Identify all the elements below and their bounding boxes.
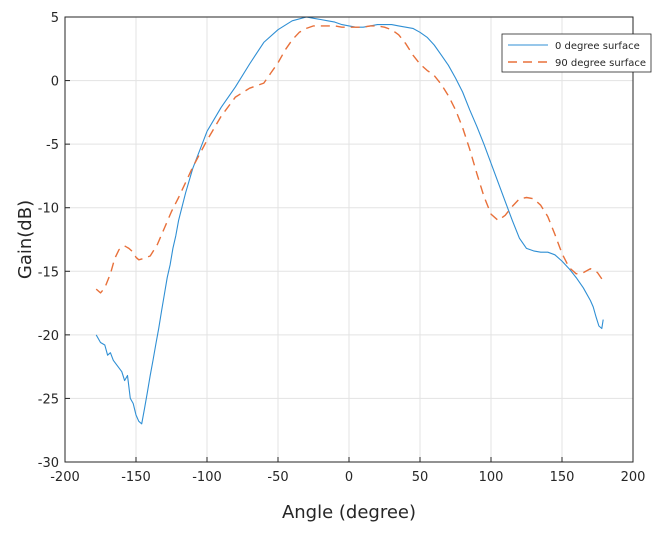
x-tick-label: -50 bbox=[267, 470, 288, 485]
y-tick-label: -30 bbox=[38, 456, 59, 471]
y-tick-label: -25 bbox=[38, 392, 59, 407]
x-tick-label: -150 bbox=[121, 470, 151, 485]
axis-ticks: -200 -150 -100 -50 0 50 100 150 20050-5-10-15-20… bbox=[38, 11, 646, 485]
y-tick-label: -15 bbox=[38, 265, 59, 280]
legend-label-0-degree-surface: 0 degree surface bbox=[555, 41, 640, 52]
series-line-90-degree-surface bbox=[95, 25, 603, 294]
x-tick-label: 50 bbox=[412, 470, 429, 485]
y-axis-title: Gain(dB) bbox=[15, 200, 36, 279]
y-tick-label: -20 bbox=[38, 329, 59, 344]
x-tick-label: 100 bbox=[479, 470, 504, 485]
y-tick-label: -5 bbox=[46, 138, 59, 153]
series-line-0-degree-surface bbox=[95, 16, 604, 425]
x-tick-label: 150 bbox=[550, 470, 575, 485]
series-layer bbox=[95, 16, 604, 425]
y-tick-label: 0 bbox=[51, 75, 59, 90]
y-tick-label: -10 bbox=[38, 202, 59, 217]
x-axis-title: Angle (degree) bbox=[282, 502, 416, 523]
legend-box bbox=[501, 33, 652, 73]
x-tick-label: -100 bbox=[192, 470, 222, 485]
x-tick-label: 200 bbox=[621, 470, 646, 485]
x-tick-label: -200 bbox=[50, 470, 80, 485]
legend-label-90-degree-surface: 90 degree surface bbox=[555, 58, 646, 69]
y-tick-label: 5 bbox=[51, 11, 59, 26]
legend: 0 degree surface 90 degree surface bbox=[501, 33, 652, 73]
x-tick-label: 0 bbox=[345, 470, 353, 485]
